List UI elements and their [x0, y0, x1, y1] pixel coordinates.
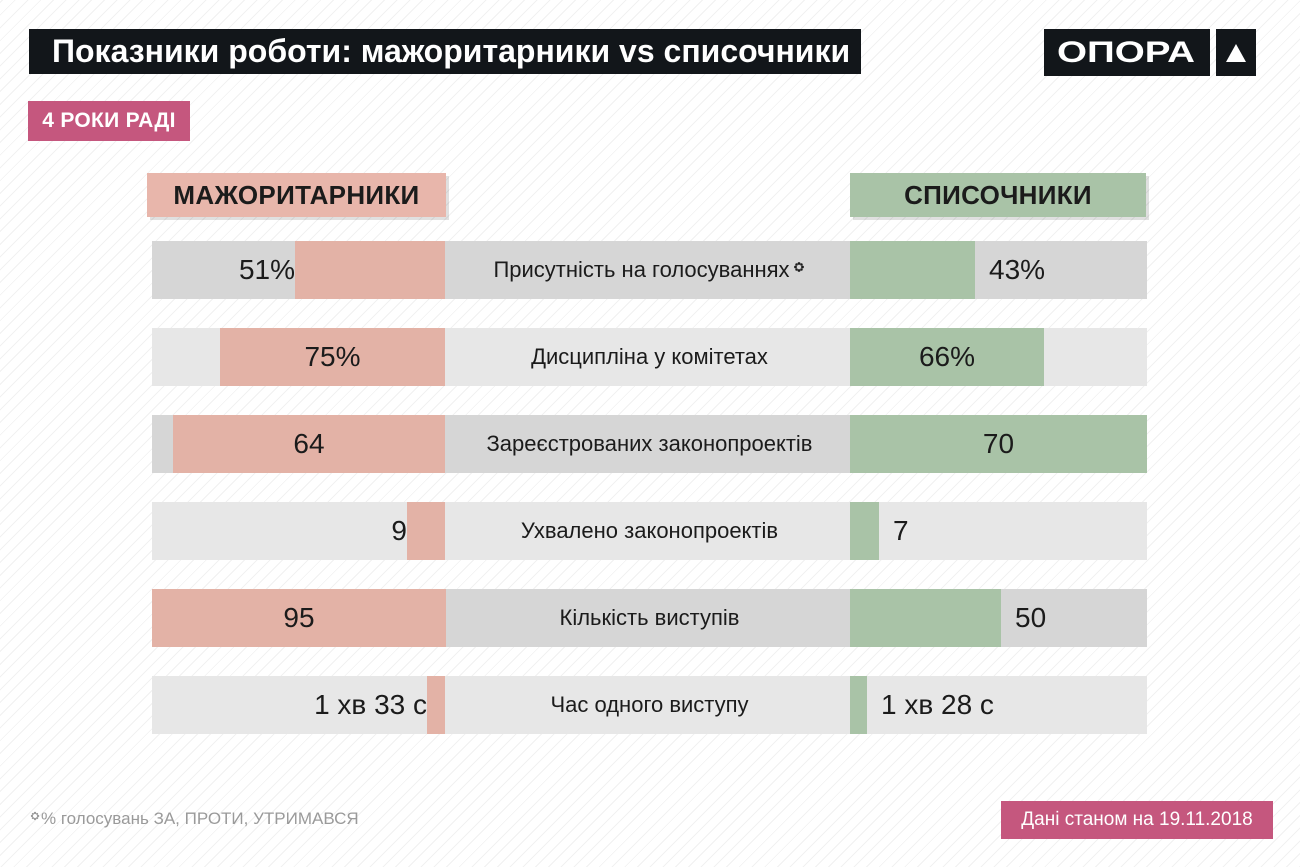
svg-text:ОПОРА: ОПОРА [1057, 36, 1195, 69]
